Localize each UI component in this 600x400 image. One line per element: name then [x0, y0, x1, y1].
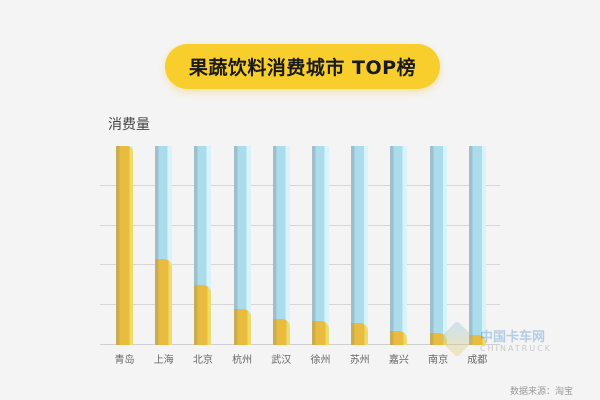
x-tick-label: 南京 [428, 355, 449, 366]
bar-fill [429, 333, 447, 345]
bar [312, 146, 329, 345]
data-source: 数据来源：淘宝 [510, 387, 574, 397]
bar-track [390, 146, 408, 345]
bar-fill [155, 259, 173, 345]
bar-fill [390, 331, 408, 345]
x-tick-label: 青岛 [114, 355, 135, 366]
x-axis-baseline [100, 344, 500, 345]
bar-track [468, 146, 486, 345]
x-tick-label: 嘉兴 [388, 355, 409, 366]
bar [194, 146, 212, 345]
x-tick-label: 北京 [192, 355, 213, 366]
bar [272, 146, 290, 345]
bar-fill [351, 323, 369, 345]
gridline [100, 264, 500, 266]
bar-fill [272, 319, 290, 345]
bar [233, 146, 251, 345]
x-tick-label: 上海 [153, 355, 174, 366]
x-tick-label: 武汉 [271, 355, 292, 366]
bar-track [351, 146, 369, 345]
gridline [100, 184, 500, 186]
bar-fill [233, 309, 251, 345]
bar [390, 146, 408, 345]
bar-track [272, 146, 290, 345]
x-tick-label: 苏州 [349, 355, 370, 366]
plot-area [100, 146, 500, 345]
bar [351, 146, 369, 345]
x-tick-label: 成都 [467, 355, 488, 366]
bar [429, 146, 447, 345]
bar-fill [194, 285, 212, 345]
bar [155, 146, 173, 345]
bar-fill [468, 335, 486, 345]
bar-track [312, 146, 329, 345]
chart-title: 果蔬饮料消费城市 TOP榜 [165, 44, 440, 89]
x-tick-label: 杭州 [232, 355, 253, 366]
bar-track [233, 146, 251, 345]
bar [468, 146, 486, 345]
bar-fill [312, 321, 329, 345]
y-axis-label: 消费量 [108, 117, 150, 133]
bar-track [429, 146, 447, 345]
x-tick-label: 徐州 [310, 355, 331, 366]
gridline [100, 304, 500, 306]
bar [116, 146, 133, 345]
gridline [100, 224, 500, 226]
bar-fill [116, 146, 133, 345]
